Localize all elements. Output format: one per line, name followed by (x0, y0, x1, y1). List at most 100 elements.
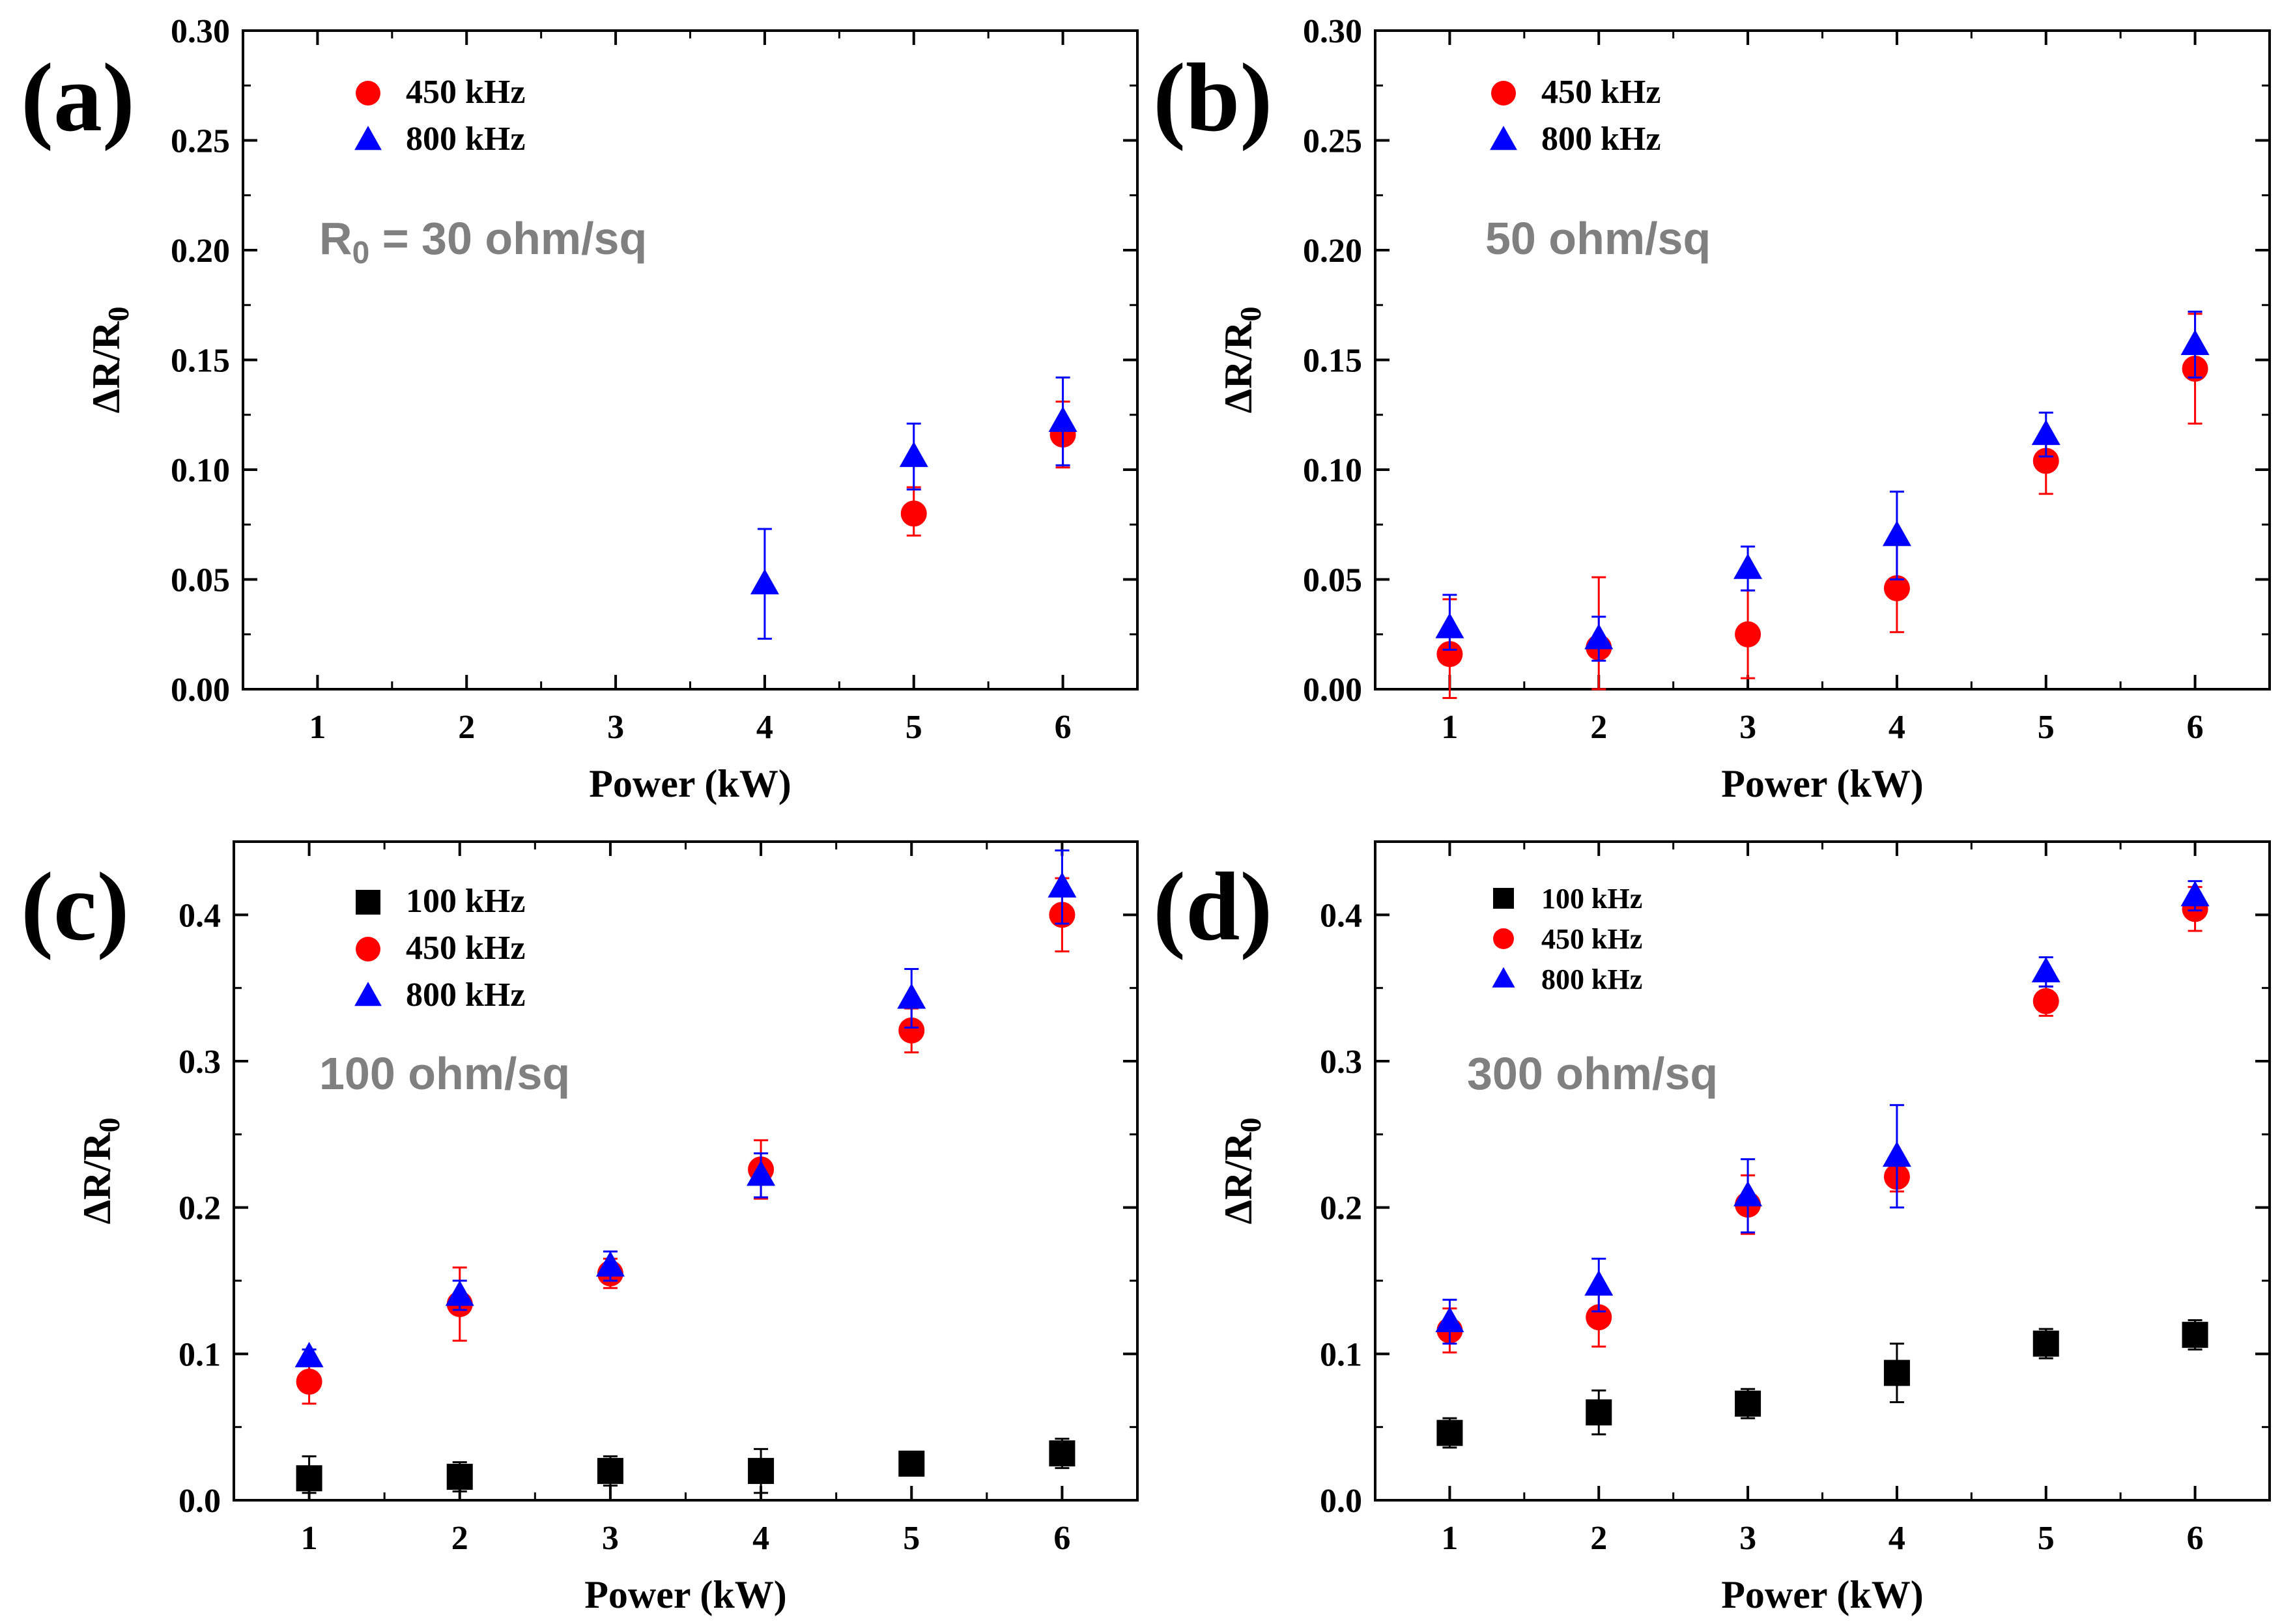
x-tick-label: 1 (1441, 1520, 1458, 1557)
legend-label: 800 kHz (406, 121, 525, 158)
y-tick-label: 0.25 (171, 123, 230, 160)
y-tick-label: 0.3 (1320, 1044, 1362, 1081)
legend-label: 800 kHz (1541, 121, 1661, 158)
data-point (1584, 1270, 1614, 1296)
x-tick-label: 4 (752, 1520, 769, 1557)
data-point (595, 1251, 625, 1277)
legend-marker (1493, 928, 1514, 949)
series-450-khz (1436, 313, 2208, 699)
x-tick-label: 4 (1889, 1520, 1905, 1557)
data-point (2032, 988, 2059, 1014)
y-axis-title: ΔR/R0 (1217, 1118, 1267, 1225)
data-point (1435, 1306, 1464, 1333)
data-point (1048, 406, 1077, 432)
chart-panel-b: 1 2 3 4 5 6 0.00 0.05 0.10 0.15 0.20 0.25 0.30 Power … (1153, 13, 2271, 805)
series-100-khz (296, 1438, 1076, 1494)
series-800-khz (1435, 880, 2210, 1345)
data-point (1882, 520, 1911, 547)
y-tick-label: 0.15 (171, 343, 230, 380)
x-tick-label: 6 (2187, 709, 2204, 746)
x-tick-label: 5 (2038, 709, 2055, 746)
data-point (898, 1450, 925, 1477)
data-point (2180, 881, 2210, 907)
legend: 450 kHz 800 kHz (1490, 74, 1661, 158)
y-tick-label: 0.05 (171, 562, 230, 599)
y-tick-label: 0.1 (178, 1336, 221, 1373)
x-axis-title: Power (kW) (584, 1573, 787, 1616)
x-tick-label: 2 (1590, 1520, 1607, 1557)
y-tick-label: 0.3 (178, 1044, 221, 1081)
data-point (1436, 641, 1463, 668)
data-point (1733, 553, 1763, 579)
data-point (446, 1464, 473, 1490)
data-point (747, 1160, 776, 1186)
x-tick-label: 2 (458, 709, 475, 746)
data-point (2032, 448, 2059, 474)
y-tick-label: 0.1 (1320, 1336, 1362, 1373)
chart-panel-a: 1 2 3 4 5 6 0.00 0.05 0.10 0.15 0.20 0.25 0.30 Power … (21, 13, 1139, 805)
y-tick-label: 0.10 (171, 452, 230, 489)
x-tick-label: 5 (2038, 1520, 2055, 1557)
x-axis-title: Power (kW) (589, 762, 791, 805)
x-tick-label: 2 (1590, 709, 1607, 746)
y-axis-title: ΔR/R0 (1217, 307, 1267, 414)
x-tick-label: 4 (1889, 709, 1905, 746)
legend-marker (354, 982, 382, 1006)
series-450-khz (900, 401, 1076, 537)
data-point (750, 569, 779, 595)
y-tick-label: 0.4 (1320, 897, 1362, 934)
series-800-khz (1435, 310, 2210, 662)
y-tick-label: 0.20 (1303, 233, 1362, 270)
x-tick-label: 3 (1739, 1520, 1756, 1557)
x-tick-label: 1 (1441, 709, 1458, 746)
data-point (597, 1458, 623, 1485)
data-point (2031, 420, 2060, 446)
x-tick-label: 3 (607, 709, 624, 746)
y-tick-label: 0.2 (178, 1190, 221, 1227)
series-100-khz (1436, 1319, 2208, 1449)
y-tick-label: 0.20 (171, 233, 230, 270)
x-tick-label: 1 (309, 709, 326, 746)
legend-marker (1492, 967, 1515, 988)
y-tick-label: 0.10 (1303, 452, 1362, 489)
legend-label: 450 kHz (1541, 74, 1661, 111)
legend-label: 800 kHz (406, 976, 525, 1014)
y-tick-label: 0.00 (171, 672, 230, 709)
series-450-khz (1436, 886, 2208, 1354)
y-tick-label: 0.25 (1303, 123, 1362, 160)
legend-marker (1493, 888, 1514, 909)
data-point (1436, 1419, 1463, 1446)
x-tick-label: 3 (602, 1520, 619, 1557)
data-point (1586, 1399, 1612, 1426)
plot-frame (242, 29, 1139, 691)
series-800-khz (294, 849, 1077, 1367)
y-tick-label: 0.30 (171, 13, 230, 50)
plot-frame (1374, 29, 2271, 691)
data-point (1584, 623, 1614, 649)
data-point (296, 1369, 322, 1395)
data-point (897, 983, 926, 1009)
data-point (2182, 1322, 2208, 1348)
data-point (2032, 1330, 2059, 1357)
y-tick-label: 0.0 (178, 1483, 221, 1520)
data-point (748, 1458, 775, 1485)
legend-label: 450 kHz (1541, 923, 1642, 955)
x-tick-label: 6 (1053, 1520, 1070, 1557)
data-point (296, 1465, 322, 1492)
x-tick-label: 5 (903, 1520, 920, 1557)
annotation-text: 300 ohm/sq (1467, 1048, 1718, 1099)
y-tick-label: 0.0 (1320, 1483, 1362, 1520)
data-point (1883, 1360, 1910, 1386)
series-800-khz (750, 376, 1077, 640)
data-point (898, 1017, 925, 1044)
x-tick-label: 1 (301, 1520, 318, 1557)
legend-label: 100 kHz (406, 883, 525, 920)
panel-label: (b) (1153, 44, 1272, 152)
x-tick-label: 4 (756, 709, 773, 746)
legend-label: 450 kHz (406, 74, 525, 111)
data-point (900, 500, 927, 527)
y-tick-label: 0.00 (1303, 672, 1362, 709)
data-point (1049, 1440, 1076, 1467)
x-tick-label: 6 (1055, 709, 1072, 746)
